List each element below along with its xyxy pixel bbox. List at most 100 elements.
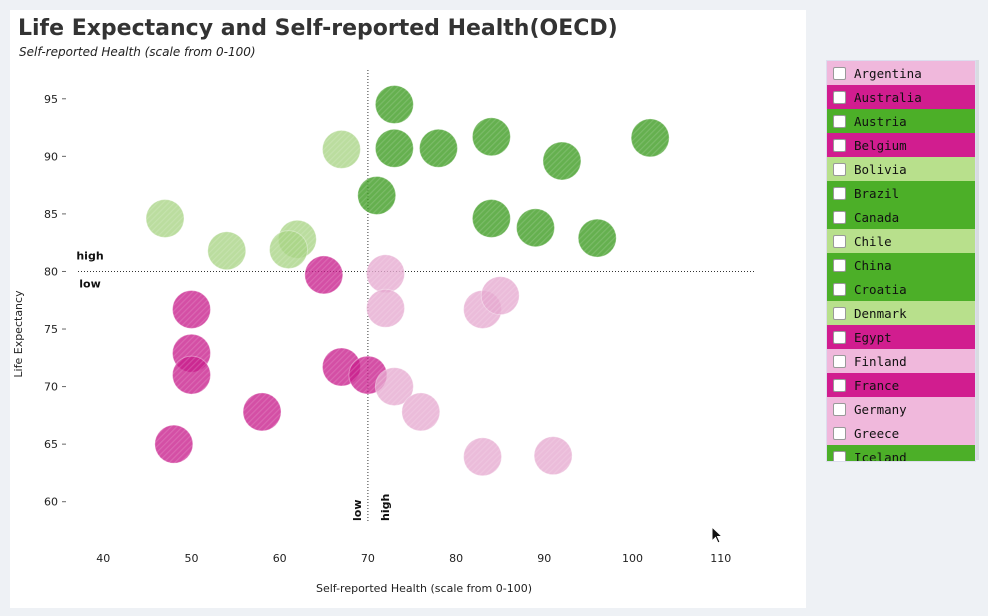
country-label: Finland	[854, 353, 907, 369]
country-item[interactable]: Austria	[827, 109, 975, 133]
country-checkbox[interactable]	[833, 186, 846, 200]
country-label: Croatia	[854, 281, 907, 297]
x-tick-label: 60	[273, 552, 287, 565]
country-item[interactable]: Bolivia	[827, 157, 975, 181]
country-item[interactable]: Brazil	[827, 181, 975, 205]
y-axis-label: Life Expectancy	[12, 290, 25, 378]
country-label: Belgium	[854, 137, 907, 153]
country-checkbox[interactable]	[833, 378, 846, 392]
country-label: Egypt	[854, 329, 892, 345]
data-point-texture	[366, 289, 405, 328]
y-tick-label: 80	[44, 265, 58, 278]
x-tick-label: 40	[96, 552, 110, 565]
country-item[interactable]: Greece	[827, 421, 975, 445]
data-point-texture	[172, 290, 211, 329]
x-tick-label: 110	[710, 552, 731, 565]
country-item[interactable]: Belgium	[827, 133, 975, 157]
data-point-texture	[463, 437, 502, 476]
axes: 60 65 70 75 80 85 90 95 40 50 60 70 80 90 100 110 Self-r…	[12, 70, 756, 595]
country-checkbox[interactable]	[833, 234, 846, 248]
country-label: Austria	[854, 113, 907, 129]
country-label: France	[854, 377, 900, 393]
country-label: Brazil	[854, 185, 900, 201]
x-tick-label: 80	[449, 552, 463, 565]
y-low-label: low	[79, 277, 101, 290]
country-checkbox[interactable]	[833, 258, 846, 272]
country-item[interactable]: Egypt	[827, 325, 975, 349]
scrollbar[interactable]	[976, 60, 979, 460]
data-point-texture	[419, 129, 458, 168]
country-checkbox[interactable]	[833, 402, 846, 416]
country-item[interactable]: Canada	[827, 205, 975, 229]
country-item[interactable]: Australia	[827, 85, 975, 109]
country-checkbox[interactable]	[833, 354, 846, 368]
country-item[interactable]: Chile	[827, 229, 975, 253]
y-tick-label: 70	[44, 381, 58, 394]
country-label: Germany	[854, 401, 907, 417]
data-point-texture	[542, 141, 581, 180]
country-checkbox[interactable]	[833, 90, 846, 104]
data-point-texture	[534, 436, 573, 475]
data-point-texture	[172, 356, 211, 395]
data-point-texture	[481, 276, 520, 315]
page-subtitle: Self-reported Health (scale from 0-100)	[19, 45, 256, 59]
country-label: China	[854, 257, 892, 273]
data-point-texture	[146, 199, 185, 238]
data-point-texture	[366, 254, 405, 293]
data-point-texture	[322, 130, 361, 169]
x-tick-label: 50	[184, 552, 198, 565]
country-checkbox[interactable]	[833, 162, 846, 176]
country-label: Iceland	[854, 449, 907, 462]
country-item[interactable]: China	[827, 253, 975, 277]
country-checkbox[interactable]	[833, 330, 846, 344]
country-label: Greece	[854, 425, 900, 441]
y-tick-label: 95	[44, 93, 58, 106]
data-point-texture	[631, 118, 670, 157]
country-item[interactable]: Iceland	[827, 445, 975, 462]
country-checkbox[interactable]	[833, 114, 846, 128]
country-checkbox[interactable]	[833, 138, 846, 152]
country-checkbox[interactable]	[833, 450, 846, 461]
data-point-texture	[472, 199, 511, 238]
y-high-label: high	[76, 249, 103, 262]
country-checkbox[interactable]	[833, 210, 846, 224]
country-item[interactable]: France	[827, 373, 975, 397]
data-point-texture	[472, 117, 511, 156]
labels-layer: high low low high	[76, 249, 392, 521]
country-item[interactable]: Finland	[827, 349, 975, 373]
country-label: Argentina	[854, 65, 922, 81]
x-tick-label: 70	[361, 552, 375, 565]
data-point-texture	[375, 129, 414, 168]
country-checkbox[interactable]	[833, 426, 846, 440]
data-point-texture	[375, 85, 414, 124]
page-title: Life Expectancy and Self-reported Health…	[18, 16, 618, 41]
country-item[interactable]: Argentina	[827, 61, 975, 85]
country-checkbox[interactable]	[833, 282, 846, 296]
country-item[interactable]: Croatia	[827, 277, 975, 301]
x-tick-label: 100	[622, 552, 643, 565]
y-tick-label: 60	[44, 496, 58, 509]
data-point-texture	[243, 392, 282, 431]
data-point-texture	[578, 219, 617, 258]
data-point-texture	[516, 208, 555, 247]
country-checkbox[interactable]	[833, 66, 846, 80]
y-tick-label: 90	[44, 150, 58, 163]
y-tick-label: 65	[44, 438, 58, 451]
country-checkbox[interactable]	[833, 306, 846, 320]
country-list[interactable]: Argentina Australia Austria Belgium Bolivia B…	[826, 60, 976, 462]
country-label: Australia	[854, 89, 922, 105]
x-axis-label: Self-reported Health (scale from 0-100)	[316, 582, 532, 595]
y-tick-label: 85	[44, 208, 58, 221]
country-item[interactable]: Germany	[827, 397, 975, 421]
chart-panel: 60 65 70 75 80 85 90 95 40 50 60 70 80 90 100 110 Self-r…	[10, 10, 806, 608]
data-point-texture	[154, 425, 193, 464]
country-label: Bolivia	[854, 161, 907, 177]
data-point-texture	[269, 230, 308, 269]
data-point-texture	[401, 392, 440, 431]
country-label: Canada	[854, 209, 900, 225]
country-label: Denmark	[854, 305, 907, 321]
country-item[interactable]: Denmark	[827, 301, 975, 325]
x-low-label: low	[351, 500, 364, 522]
country-label: Chile	[854, 233, 892, 249]
y-tick-label: 75	[44, 323, 58, 336]
